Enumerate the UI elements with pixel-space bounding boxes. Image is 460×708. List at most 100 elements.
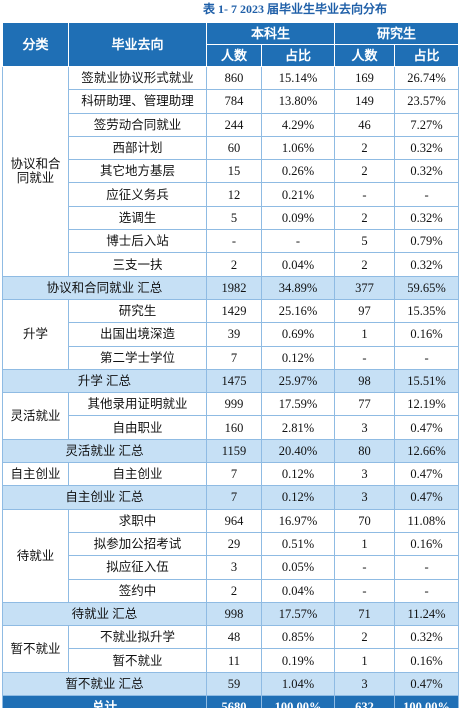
total-label: 总计: [2, 695, 207, 708]
category-cell: 灵活就业: [2, 392, 69, 440]
table-row: 暂不就业 不就业拟升学 48 0.85% 2 0.32%: [2, 625, 460, 673]
value-cell: 12: [206, 182, 262, 207]
value-cell: 0.16%: [394, 648, 460, 673]
value-cell: 5: [206, 205, 262, 231]
value-cell: 17.59%: [260, 392, 336, 417]
subtotal-row: 升学 汇总 1475 25.97% 98 15.51%: [2, 368, 460, 394]
value-cell: 0.12%: [260, 485, 336, 510]
value-cell: -: [394, 345, 460, 370]
value-cell: 3: [334, 671, 396, 697]
value-cell: 2: [334, 625, 396, 650]
table-row: 应征义务兵 12 0.21% - -: [3, 182, 460, 207]
value-cell: 1.06%: [260, 135, 336, 161]
value-cell: 0.51%: [260, 531, 336, 557]
destination-cell: 其他录用证明就业: [68, 392, 207, 417]
value-cell: 0.32%: [394, 159, 460, 184]
subtotal-label: 待就业 汇总: [2, 601, 207, 627]
value-cell: 0.32%: [394, 252, 460, 277]
value-cell: 26.74%: [394, 65, 460, 91]
table-row: 灵活就业 其他录用证明就业 999 17.59% 77 12.19%: [2, 392, 460, 440]
table-row: 其它地方基层 15 0.26% 2 0.32%: [3, 159, 460, 184]
value-cell: 7: [206, 485, 262, 510]
value-cell: 0.47%: [394, 462, 460, 487]
value-cell: 0.16%: [394, 322, 460, 347]
subtotal-row: 待就业 汇总 998 17.57% 71 11.24%: [2, 601, 460, 627]
value-cell: 59: [206, 671, 262, 697]
destination-cell: 求职中: [68, 508, 207, 533]
value-cell: 784: [206, 89, 262, 114]
value-cell: 46: [334, 112, 396, 137]
subtotal-row: 暂不就业 汇总 59 1.04% 3 0.47%: [2, 671, 460, 697]
destination-cell: 签就业协议形式就业: [68, 65, 207, 91]
value-cell: 11: [206, 648, 262, 673]
value-cell: 16.97%: [260, 508, 336, 533]
table-title: 表 1- 7 2023 届毕业生毕业去向分布: [203, 2, 387, 16]
table-row: 出国出境深造 39 0.69% 1 0.16%: [3, 322, 460, 347]
value-cell: 2: [334, 205, 396, 231]
value-cell: 60: [206, 135, 262, 161]
value-cell: 77: [334, 392, 396, 417]
value-cell: 80: [334, 438, 396, 464]
value-cell: 15: [206, 159, 262, 184]
table-row: 博士后入站 - -5 0.79%: [3, 229, 460, 254]
value-cell: 1: [334, 531, 396, 557]
header-cell: 分类: [2, 22, 69, 67]
value-cell: -: [206, 229, 262, 254]
value-cell: 59.65%: [394, 275, 460, 300]
value-cell: -: [334, 182, 396, 207]
category-cell: 待就业: [2, 508, 69, 603]
value-cell: -: [334, 578, 396, 603]
value-cell: 34.89%: [260, 275, 336, 300]
table-body: 协议和合同就业 签就业协议形式就业 860 15.14% 169 26.74% 科研助理、管…: [2, 65, 460, 708]
destination-cell: 其它地方基层: [68, 159, 207, 184]
category-cell: 自主创业: [2, 462, 69, 487]
value-cell: 1: [334, 648, 396, 673]
value-cell: 0.12%: [260, 462, 336, 487]
table-row: 自主创业 自主创业 7 0.12% 3 0.47%: [2, 462, 460, 487]
value-cell: 2: [334, 159, 396, 184]
value-cell: 1982: [206, 275, 262, 300]
value-cell: 12.66%: [394, 438, 460, 464]
table-row: 西部计划 60 1.06% 2 0.32%: [3, 135, 460, 161]
value-cell: 3: [206, 555, 262, 580]
destination-cell: 签约中: [68, 578, 207, 603]
value-cell: 160: [206, 415, 262, 440]
value-cell: 632: [334, 695, 396, 708]
value-cell: 860: [206, 65, 262, 91]
value-cell: 17.57%: [260, 601, 336, 627]
destination-cell: 不就业拟升学: [68, 625, 207, 650]
value-cell: 0.04%: [260, 578, 336, 603]
value-cell: 2: [334, 252, 396, 277]
subtotal-row: 自主创业 汇总 7 0.12% 3 0.47%: [2, 485, 460, 510]
subtotal-row: 灵活就业 汇总 1159 20.40% 80 12.66%: [2, 438, 460, 464]
value-cell: 4.29%: [260, 112, 336, 137]
value-cell: 7.27%: [394, 112, 460, 137]
value-cell: 2: [334, 135, 396, 161]
value-cell: 39: [206, 322, 262, 347]
value-cell: 98: [334, 368, 396, 394]
value-cell: 15.35%: [394, 298, 460, 324]
destination-cell: 三支一扶: [68, 252, 207, 277]
destination-cell: 出国出境深造: [68, 322, 207, 347]
table-row: 拟应征入伍 3 0.05% - -: [3, 555, 460, 580]
value-cell: 2: [206, 578, 262, 603]
value-cell: 25.97%: [260, 368, 336, 394]
table-row: 选调生 5 0.09% 2 0.32%: [3, 205, 460, 231]
value-cell: 0.26%: [260, 159, 336, 184]
value-cell: 29: [206, 531, 262, 557]
subtotal-label: 暂不就业 汇总: [2, 671, 207, 697]
value-cell: 169: [334, 65, 396, 91]
value-cell: -: [394, 555, 460, 580]
value-cell: 1: [334, 322, 396, 347]
category-cell: 升学: [2, 298, 69, 370]
value-cell: 12.19%: [394, 392, 460, 417]
value-cell: 0.09%: [260, 205, 336, 231]
destination-cell: 暂不就业: [68, 648, 207, 673]
value-cell: 244: [206, 112, 262, 137]
header-cell: 毕业去向: [68, 22, 207, 67]
destination-cell: 应征义务兵: [68, 182, 207, 207]
value-cell: 5680: [206, 695, 262, 708]
value-cell: 11.24%: [394, 601, 460, 627]
destination-cell: 拟参加公招考试: [68, 531, 207, 557]
